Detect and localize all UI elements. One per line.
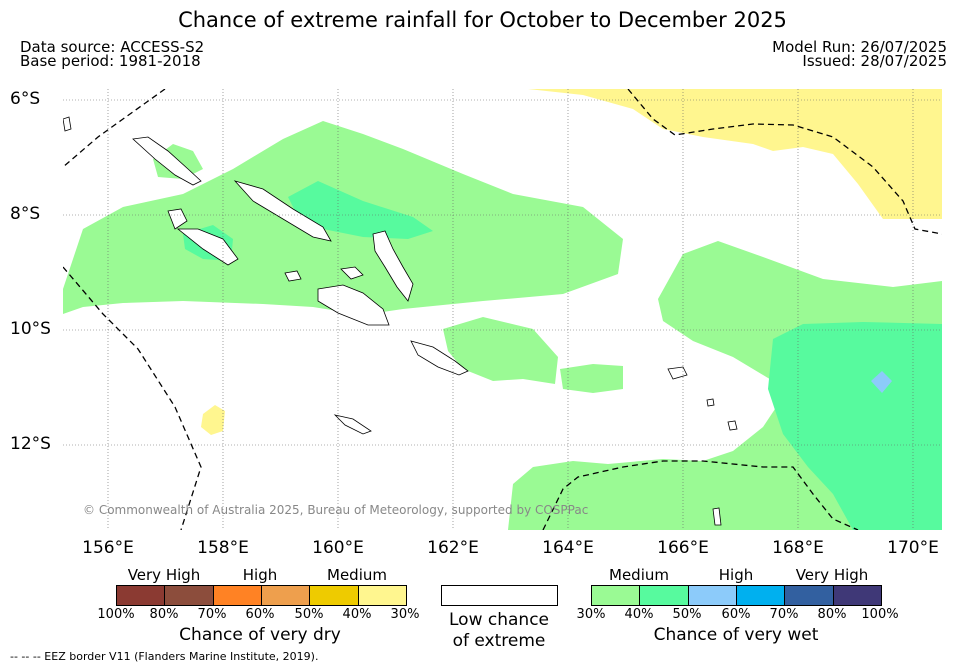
tiny-island-west bbox=[63, 116, 72, 132]
data-source: Data source: ACCESS-S2 bbox=[20, 38, 205, 56]
dry-medium-regions bbox=[201, 89, 942, 435]
santa-cruz-island bbox=[667, 366, 688, 380]
wet-category-very-high: Very High bbox=[795, 566, 869, 584]
dry-swatch-50-40 bbox=[310, 586, 359, 605]
wet-high-regions bbox=[183, 181, 942, 530]
malaita-island bbox=[372, 230, 414, 302]
lat-label-6s: 6°S bbox=[10, 89, 41, 109]
meta-right: Model Run: 26/07/2025 Issued: 28/07/2025 bbox=[772, 38, 947, 70]
dry-medium-region-north bbox=[528, 89, 942, 219]
dry-swatch-60-50 bbox=[261, 586, 311, 605]
issued-date: Issued: 28/07/2025 bbox=[802, 52, 947, 70]
wet-tick: 30% bbox=[576, 607, 606, 622]
model-run: Model Run: 26/07/2025 bbox=[772, 38, 947, 56]
small-island-b bbox=[284, 270, 302, 282]
small-island-a bbox=[340, 266, 364, 280]
santa-isabel-island bbox=[176, 228, 239, 266]
wet-tick: 70% bbox=[769, 607, 799, 622]
low-chance-line1: Low chance bbox=[449, 610, 549, 630]
lon-label-162e: 162°E bbox=[427, 538, 479, 558]
small-island-e bbox=[712, 507, 722, 526]
eez-border-west bbox=[63, 266, 202, 530]
dry-category-very-high: Very High bbox=[127, 566, 201, 584]
wet-colorbar bbox=[591, 585, 882, 606]
guadalcanal-island bbox=[317, 284, 390, 326]
new-georgia-island bbox=[167, 208, 188, 230]
lon-label-156e: 156°E bbox=[82, 538, 134, 558]
eez-borders bbox=[63, 89, 942, 530]
eez-footnote: -- -- -- EEZ border V11 (Flanders Marine… bbox=[10, 650, 319, 663]
rainfall-map: © Commonwealth of Australia 2025, Bureau… bbox=[63, 89, 942, 530]
low-chance-line2: of extreme bbox=[452, 631, 546, 651]
wet-tick: 100% bbox=[861, 607, 899, 622]
copyright-note: © Commonwealth of Australia 2025, Bureau… bbox=[83, 503, 588, 517]
dry-tick: 100% bbox=[97, 607, 135, 622]
dry-colorbar-title: Chance of very dry bbox=[179, 625, 341, 645]
base-period: Base period: 1981-2018 bbox=[20, 52, 201, 70]
lon-label-164e: 164°E bbox=[542, 538, 594, 558]
wet-colorbar-title: Chance of very wet bbox=[653, 625, 819, 645]
wet-high-region-east bbox=[768, 322, 942, 530]
graticule bbox=[63, 89, 942, 530]
wet-swatch-50-60 bbox=[688, 586, 737, 605]
makira-island bbox=[410, 340, 469, 376]
bougainville-island bbox=[132, 136, 202, 186]
dry-tick: 80% bbox=[149, 607, 179, 622]
dry-swatch-70-60 bbox=[213, 586, 262, 605]
dry-tick: 70% bbox=[197, 607, 227, 622]
meta-left: Data source: ACCESS-S2 Base period: 1981… bbox=[20, 38, 205, 70]
wet-tick: 80% bbox=[817, 607, 847, 622]
wet-tick: 60% bbox=[721, 607, 751, 622]
small-island-c bbox=[727, 420, 738, 431]
wet-swatch-70-80 bbox=[785, 586, 834, 605]
eez-border-north-east bbox=[627, 89, 942, 235]
small-island-d bbox=[706, 398, 715, 407]
low-chance-swatch bbox=[441, 585, 558, 606]
wet-swatch-30-40 bbox=[592, 586, 641, 605]
map-title: Chance of extreme rainfall for October t… bbox=[178, 8, 787, 32]
wet-high-region-west bbox=[288, 181, 433, 239]
eez-border-south bbox=[542, 460, 859, 530]
lat-label-10s: 10°S bbox=[10, 319, 51, 339]
dry-tick: 30% bbox=[390, 607, 420, 622]
wet-medium-region-central bbox=[443, 317, 558, 384]
low-chance-label: Low chance of extreme bbox=[449, 610, 549, 652]
dry-category-medium: Medium bbox=[327, 566, 387, 584]
lat-label-8s: 8°S bbox=[10, 204, 41, 224]
wet-category-high: High bbox=[718, 566, 754, 584]
eez-border-north-west bbox=[63, 89, 166, 168]
lon-label-168e: 168°E bbox=[772, 538, 824, 558]
dry-medium-region-small bbox=[201, 405, 225, 435]
wet-category-medium: Medium bbox=[609, 566, 669, 584]
lat-label-12s: 12°S bbox=[10, 434, 51, 454]
wet-tick: 50% bbox=[672, 607, 702, 622]
wet-swatch-60-70 bbox=[736, 586, 786, 605]
dry-category-high: High bbox=[242, 566, 278, 584]
wet-swatch-40-50 bbox=[640, 586, 689, 605]
choiseul-island bbox=[233, 180, 332, 242]
lon-label-158e: 158°E bbox=[197, 538, 249, 558]
wet-medium-region-small bbox=[560, 364, 623, 393]
dry-tick: 50% bbox=[294, 607, 324, 622]
rennell-island bbox=[333, 414, 372, 435]
wet-high-spot bbox=[871, 371, 892, 393]
landmasses bbox=[63, 116, 738, 526]
dry-swatch-100-80 bbox=[117, 586, 166, 605]
wet-swatch-80-100 bbox=[833, 586, 881, 605]
wet-tick: 40% bbox=[624, 607, 654, 622]
dry-colorbar bbox=[116, 585, 407, 606]
lon-label-160e: 160°E bbox=[312, 538, 364, 558]
dry-tick: 40% bbox=[342, 607, 372, 622]
dry-swatch-40-30 bbox=[358, 586, 406, 605]
lon-label-170e: 170°E bbox=[887, 538, 939, 558]
dry-tick: 60% bbox=[245, 607, 275, 622]
lon-label-166e: 166°E bbox=[657, 538, 709, 558]
dry-swatch-80-70 bbox=[165, 586, 214, 605]
